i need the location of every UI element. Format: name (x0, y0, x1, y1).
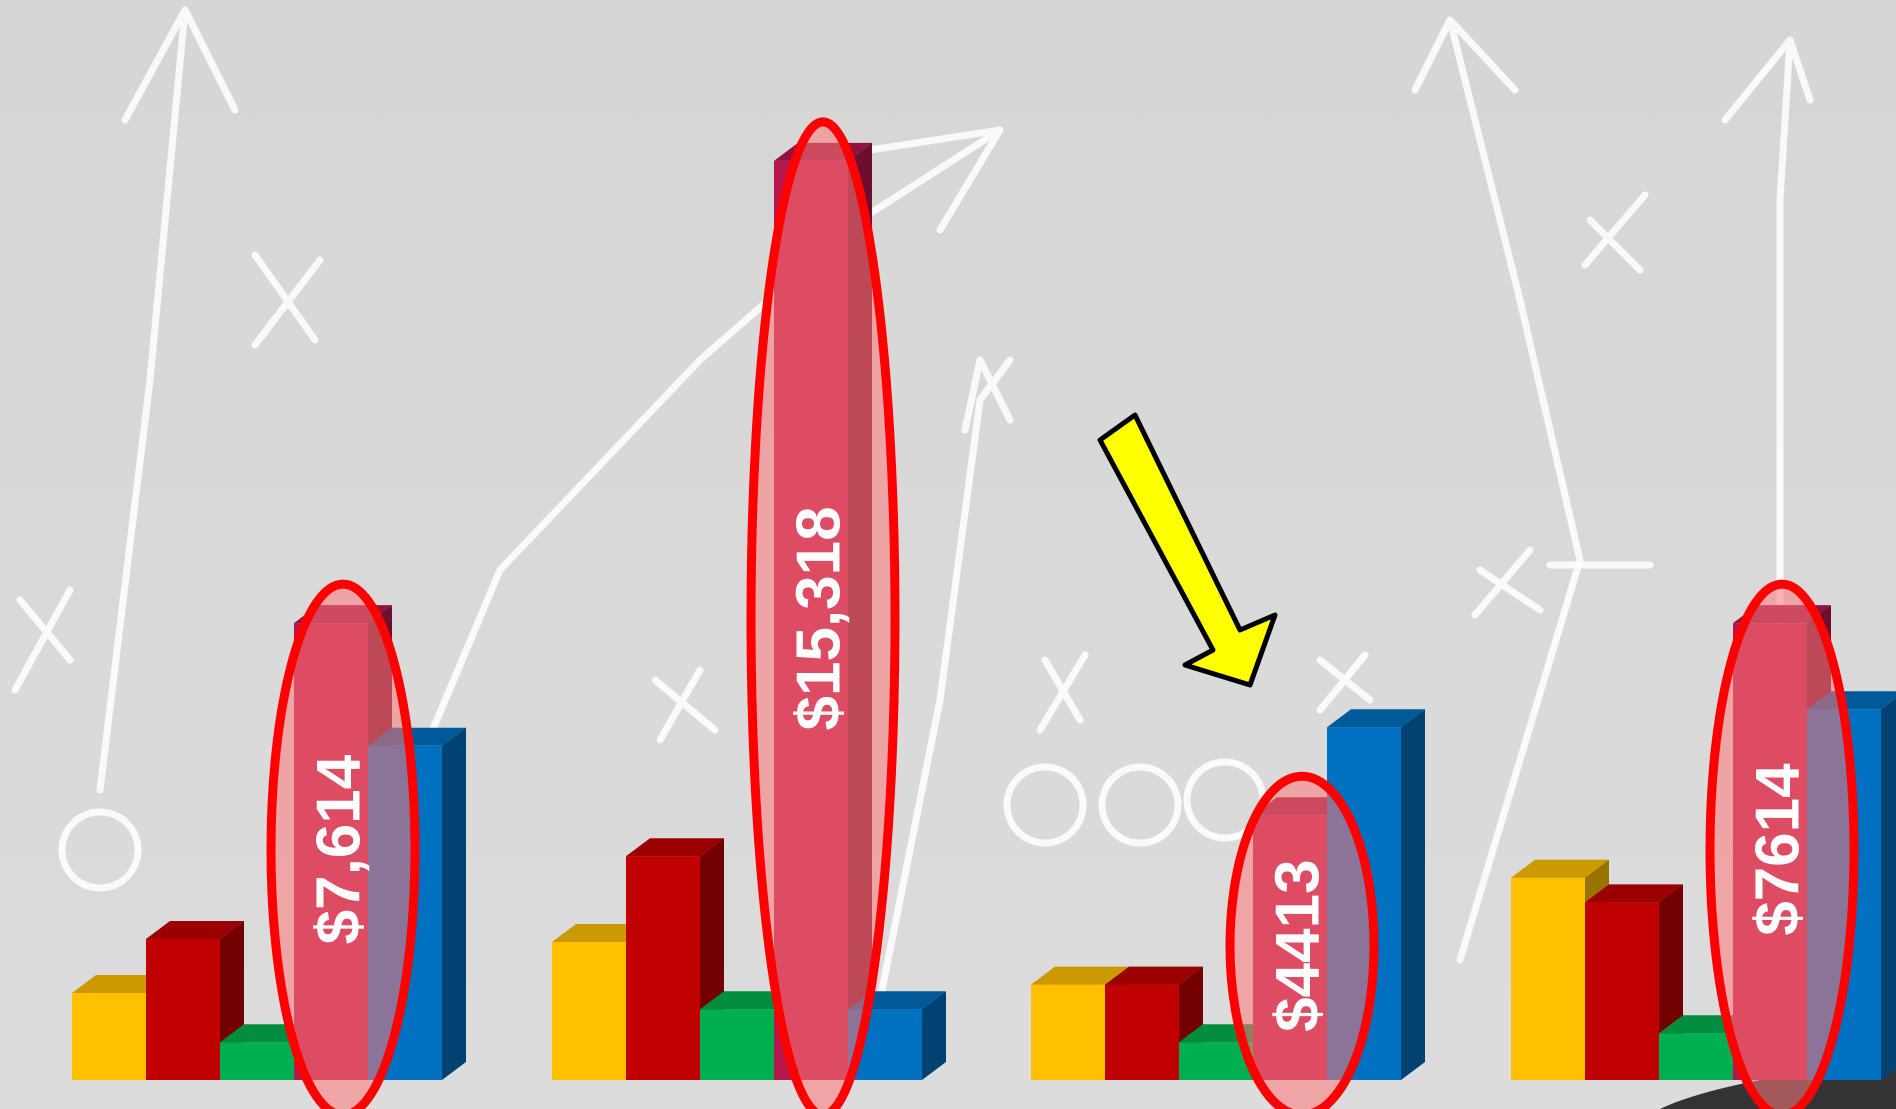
bar-front (626, 856, 700, 1080)
value-label: $4413 (1263, 859, 1332, 1031)
bar-front (1659, 1033, 1733, 1080)
bar-front (1511, 878, 1585, 1080)
bar-front (220, 1042, 294, 1080)
bar-side (442, 728, 466, 1080)
bar-front (1105, 985, 1179, 1080)
bar-front (1031, 985, 1105, 1080)
bar-front (72, 993, 146, 1080)
value-label: $7,614 (304, 754, 373, 944)
bar-front (1585, 902, 1659, 1080)
value-label: $15,318 (784, 506, 853, 730)
slide: $7,614 $15,318 $4413 $7614 (0, 0, 1896, 1109)
bar-side (1401, 709, 1425, 1080)
bar-front (700, 1009, 774, 1080)
bar-front (146, 939, 220, 1080)
value-label: $7614 (1743, 763, 1812, 936)
bar-front (552, 942, 626, 1080)
bar-side (1881, 691, 1896, 1080)
